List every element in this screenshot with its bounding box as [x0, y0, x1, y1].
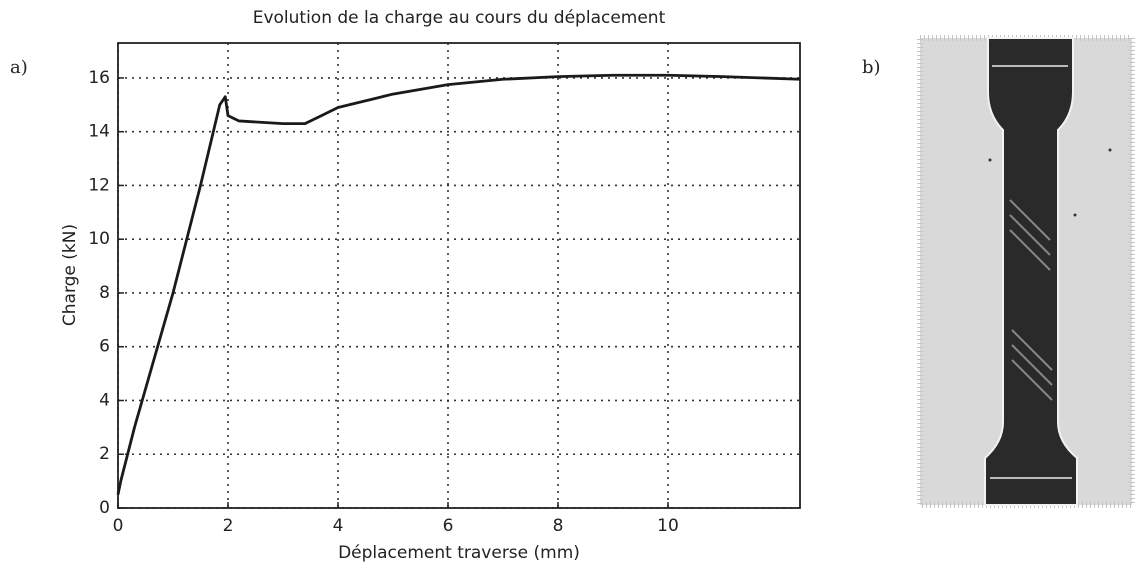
x-tick-label: 10: [657, 516, 679, 536]
x-axis-label: Déplacement traverse (mm): [338, 543, 580, 563]
x-tick-label: 8: [553, 516, 564, 536]
y-tick-label: 16: [88, 68, 110, 88]
panel-label: a): [10, 57, 28, 78]
plot-frame: [117, 42, 801, 509]
y-tick-label: 6: [99, 337, 110, 357]
panel-label: b): [862, 57, 881, 78]
y-tick-label: 10: [88, 229, 110, 249]
y-tick-label: 8: [99, 283, 110, 303]
x-tick-label: 2: [223, 516, 234, 536]
y-tick-label: 4: [99, 390, 110, 410]
x-tick-label: 6: [443, 516, 454, 536]
chart-title: Evolution de la charge au cours du dépla…: [253, 8, 666, 28]
y-axis-label: Charge (kN): [60, 224, 80, 326]
y-tick-label: 12: [88, 175, 110, 195]
y-tick-label: 0: [99, 498, 110, 518]
specimen-photo: [917, 35, 1135, 508]
y-tick-label: 2: [99, 444, 110, 464]
x-tick-label: 4: [333, 516, 344, 536]
y-tick-label: 14: [88, 122, 110, 142]
x-tick-label: 0: [113, 516, 124, 536]
data-line: [116, 73, 801, 495]
